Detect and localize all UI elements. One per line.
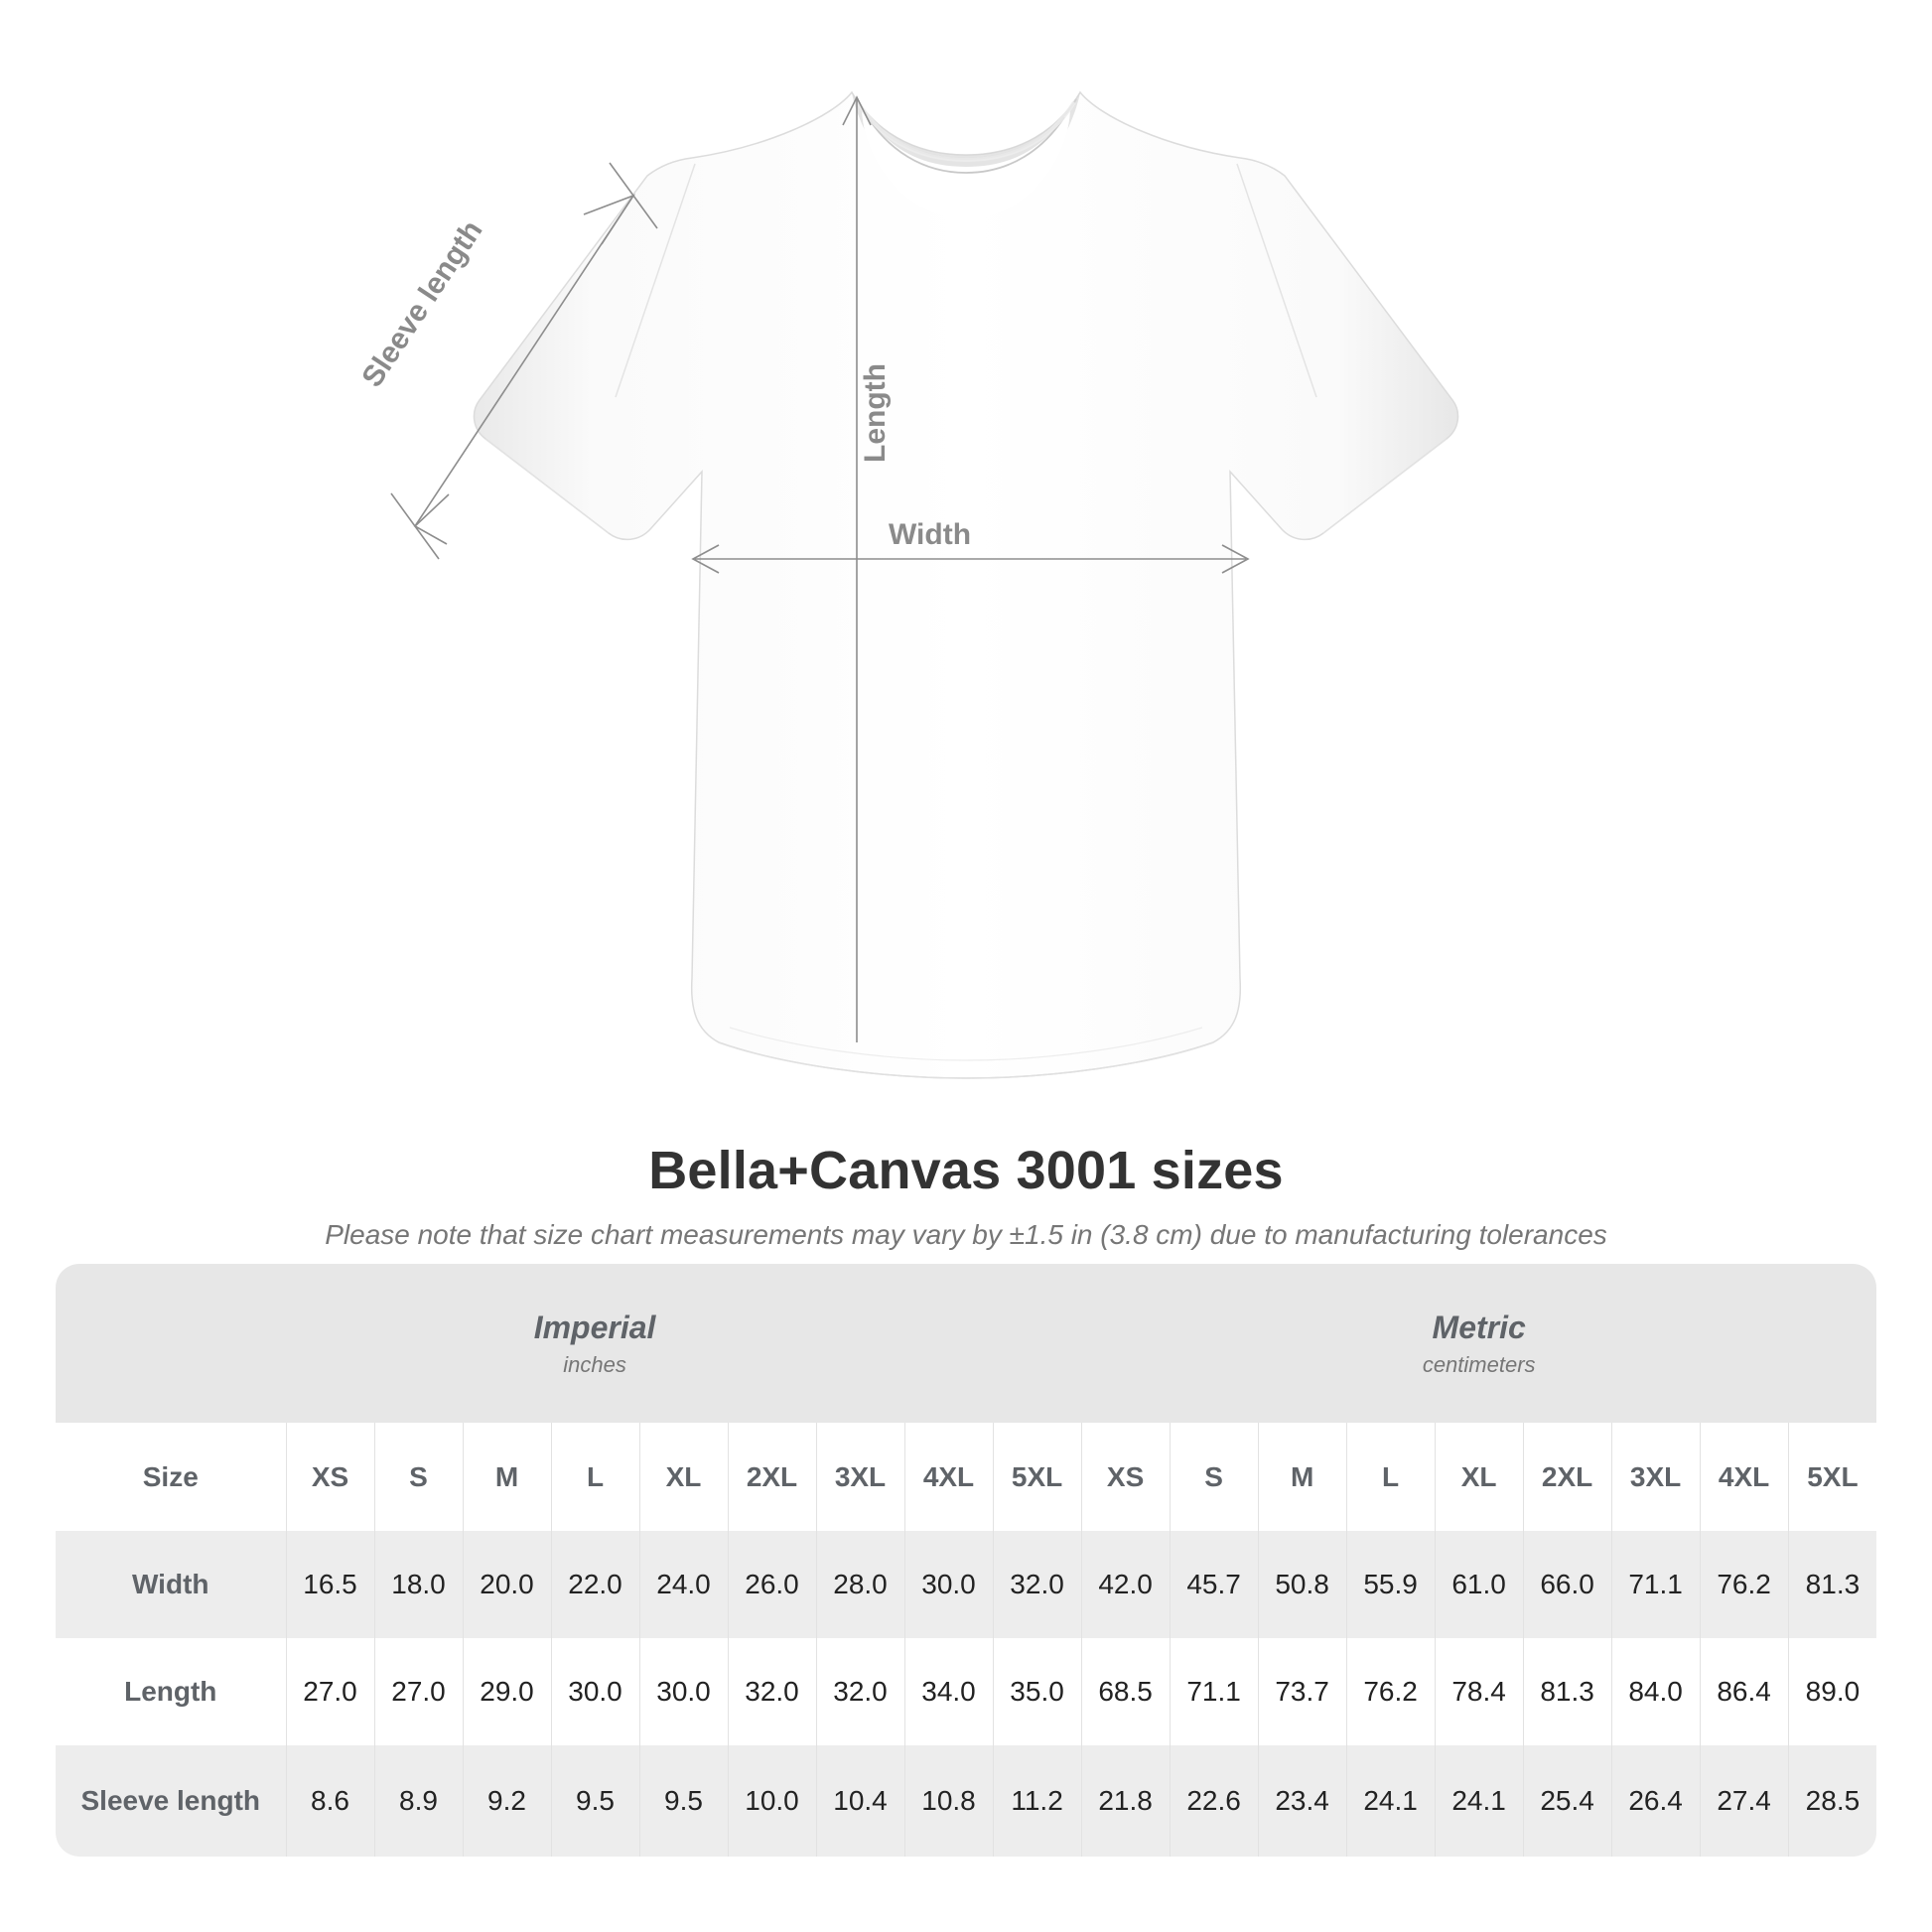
svg-text:Width: Width [889,518,971,551]
svg-text:Sleeve length: Sleeve length [355,214,488,392]
svg-text:Length: Length [859,363,892,463]
